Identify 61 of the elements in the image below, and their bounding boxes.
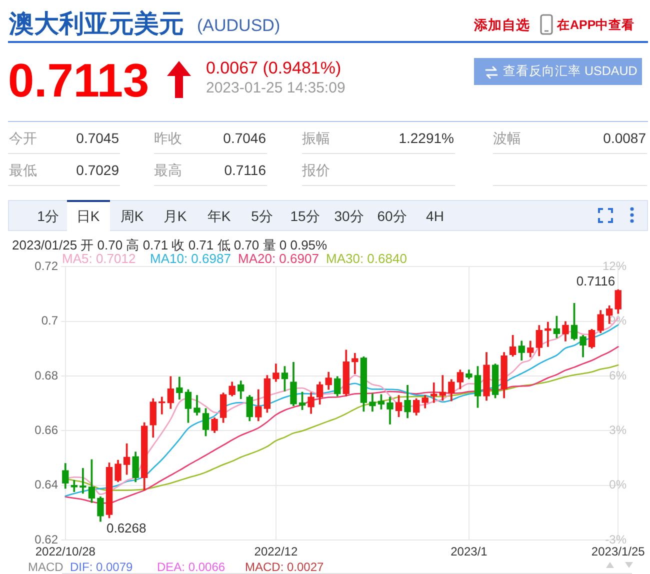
text: MA10: 0.6987	[150, 251, 232, 266]
text: 0.7045	[76, 130, 119, 146]
text: MA5: 0.7012	[62, 251, 136, 266]
text: MA30: 0.6840	[326, 251, 408, 266]
text: 0.0087	[603, 130, 646, 146]
y-tick-label: 0.7	[41, 314, 58, 328]
chart-title: 澳大利亚元美元	[9, 10, 184, 38]
text: DEA: 0.0066	[157, 560, 226, 574]
x-tick-label: 2023/1/25	[591, 544, 646, 559]
text: 1分	[37, 208, 59, 224]
x-tick-label: 2023/1	[450, 544, 488, 559]
annotation: 0.7116	[576, 274, 616, 289]
y-tick-label: 0.68	[34, 368, 58, 382]
text: 昨收	[154, 130, 182, 146]
candlestick	[80, 468, 86, 494]
y-tick-label: 0.64	[34, 478, 58, 492]
text: 最高	[154, 162, 182, 178]
text: 30分	[334, 208, 364, 224]
text: 在APP中查看	[557, 18, 635, 32]
y-tick-label: 0.72	[34, 259, 58, 274]
text: MACD: 0.0027	[245, 560, 324, 574]
text: 0.7029	[76, 162, 119, 178]
chart-subtitle: (AUDUSD)	[197, 16, 280, 35]
y2-tick-label: 0%	[609, 478, 627, 492]
y2-tick-label: -3%	[605, 532, 627, 546]
text: 日K	[76, 208, 100, 224]
x-tick-label: 2022/12	[254, 544, 298, 559]
y-tick-label: 0.62	[34, 532, 58, 546]
x-tick-label: 2022/10/28	[35, 544, 96, 559]
text: 60分	[377, 208, 407, 224]
text: 1.2291%	[398, 130, 454, 146]
text: 周K	[120, 208, 144, 224]
annotation: 0.6268	[106, 520, 146, 536]
y2-tick-label: 6%	[609, 368, 627, 382]
text: 0.7113	[8, 54, 150, 106]
text: 添加自选	[474, 17, 530, 32]
text: 2023-01-25 14:35:09	[206, 80, 346, 96]
y-tick-label: 0.66	[34, 422, 58, 437]
y2-tick-label: 3%	[609, 422, 627, 437]
text: MA20: 0.6907	[238, 251, 320, 266]
text: 报价	[302, 162, 330, 178]
text: 月K	[163, 208, 187, 224]
text: 振幅	[302, 130, 330, 146]
text: 波幅	[493, 130, 521, 146]
text: 查看反向汇率 USDAUD	[503, 64, 638, 78]
text: 0.7046	[223, 130, 266, 146]
text: 最低	[9, 162, 37, 178]
text: 4H	[426, 208, 444, 224]
candlestick	[430, 382, 438, 403]
text: 0.7116	[224, 162, 266, 178]
text: MACD	[28, 560, 64, 574]
y2-tick-label: 12%	[602, 259, 627, 274]
text: 今开	[9, 130, 37, 146]
text: 5分	[251, 208, 273, 224]
text: 2023/01/25 开 0.70 高 0.71 收 0.71 低 0.70 量 0 0.95%	[12, 238, 328, 252]
text: 年K	[207, 208, 231, 224]
text: DIF: 0.0079	[70, 560, 133, 574]
text: 15分	[290, 208, 320, 224]
candlestick	[544, 322, 552, 347]
candlestick	[439, 375, 446, 401]
text: 0.0067 (0.9481%)	[206, 58, 342, 78]
